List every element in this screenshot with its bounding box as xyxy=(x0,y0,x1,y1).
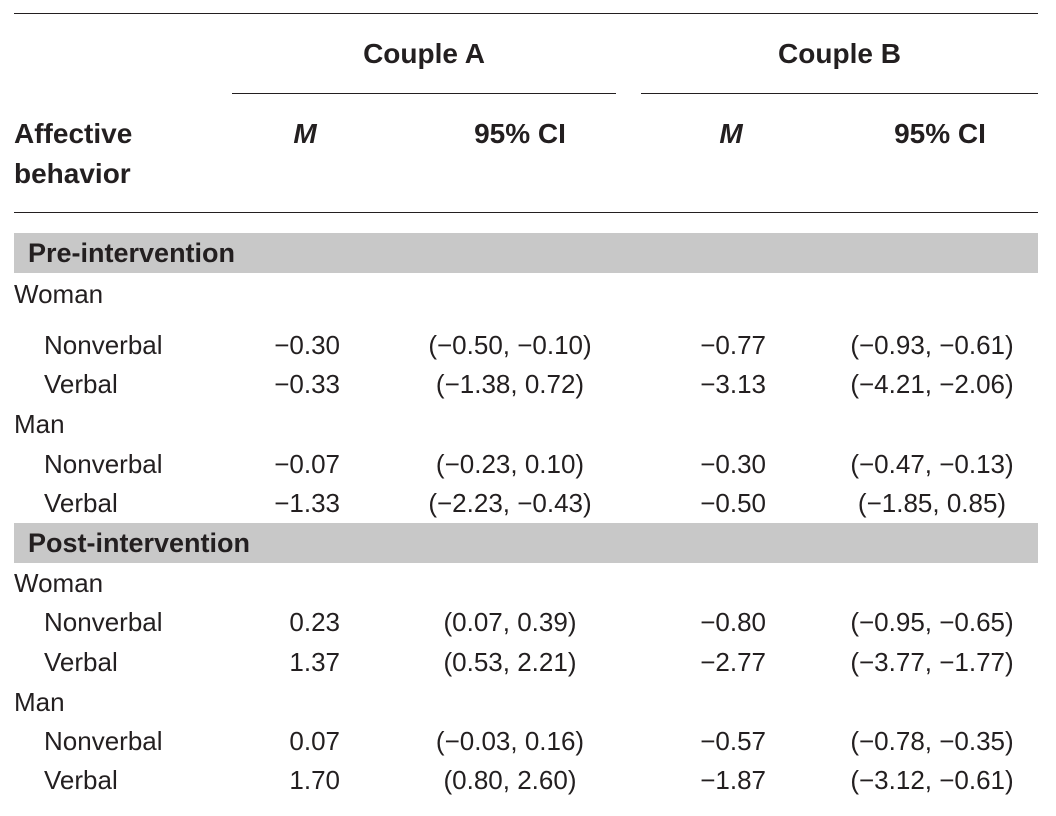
row-label: Nonverbal xyxy=(44,330,163,360)
couple-a-ci-value: (0.80, 2.60) xyxy=(443,765,577,795)
couple-a-ci-value: (−0.23, 0.10) xyxy=(435,449,585,479)
couple-a-m-value: 1.70 xyxy=(289,765,340,795)
couple-a-m-value: 0.07 xyxy=(289,726,340,756)
row-label: Nonverbal xyxy=(44,449,163,479)
couple-b-ci-value: (−4.21, −2.06) xyxy=(850,369,1014,399)
couple-a-m-value: −0.30 xyxy=(274,330,340,360)
couple-b-ci-value: (−0.78, −0.35) xyxy=(850,726,1014,756)
couple-b-m-value: −1.87 xyxy=(700,765,766,795)
couple-a-ci-value: (−0.03, 0.16) xyxy=(435,726,585,756)
row-label: Verbal xyxy=(44,369,118,399)
header-bottom-rule xyxy=(14,212,1038,213)
couple-b-m-value: −0.57 xyxy=(700,726,766,756)
row-header-line1: Affective xyxy=(14,118,133,149)
couple-a-ci-header: 95% CI xyxy=(474,118,566,149)
group-label: Woman xyxy=(14,568,104,598)
group-label: Man xyxy=(14,409,65,439)
couple-a-ci-value: (0.53, 2.21) xyxy=(443,647,577,677)
couple-a-m-value: −0.33 xyxy=(274,369,340,399)
couple-a-m-value: −1.33 xyxy=(274,488,340,518)
couple-a-m-value: 1.37 xyxy=(289,647,340,677)
couple-a-header: Couple A xyxy=(363,38,485,69)
couple-b-m-value: −0.77 xyxy=(700,330,766,360)
couple-b-m-value: −0.50 xyxy=(700,488,766,518)
row-label: Verbal xyxy=(44,488,118,518)
group-label: Man xyxy=(14,687,65,717)
couple-b-m-value: −0.30 xyxy=(700,449,766,479)
couple-b-header: Couple B xyxy=(778,38,901,69)
couple-b-ci-value: (−0.93, −0.61) xyxy=(850,330,1014,360)
row-label: Verbal xyxy=(44,765,118,795)
couple-a-ci-value: (−2.23, −0.43) xyxy=(428,488,592,518)
couple-b-ci-value: (−3.77, −1.77) xyxy=(850,647,1014,677)
section-bar-post xyxy=(14,523,1038,563)
couple-b-ci-header: 95% CI xyxy=(894,118,986,149)
couple-b-ci-value: (−3.12, −0.61) xyxy=(850,765,1014,795)
row-label: Nonverbal xyxy=(44,726,163,756)
couple-a-m-value: −0.07 xyxy=(274,449,340,479)
row-label: Verbal xyxy=(44,647,118,677)
couple-b-m-value: −0.80 xyxy=(700,607,766,637)
couple-b-ci-value: (−0.95, −0.65) xyxy=(850,607,1014,637)
couple-a-ci-value: (−0.50, −0.10) xyxy=(428,330,592,360)
row-label: Nonverbal xyxy=(44,607,163,637)
top-rule xyxy=(14,13,1038,14)
couple-b-m-value: −3.13 xyxy=(700,369,766,399)
couple-b-underline xyxy=(641,93,1038,94)
section-bar-pre xyxy=(14,233,1038,273)
couple-a-m-header: M xyxy=(293,118,317,149)
couple-b-ci-value: (−0.47, −0.13) xyxy=(850,449,1014,479)
couple-a-ci-value: (0.07, 0.39) xyxy=(443,607,577,637)
couple-b-m-value: −2.77 xyxy=(700,647,766,677)
section-label-pre: Pre-intervention xyxy=(28,238,236,268)
row-header-line2: behavior xyxy=(14,158,131,189)
couple-a-underline xyxy=(232,93,616,94)
couple-a-m-value: 0.23 xyxy=(289,607,340,637)
couple-b-m-header: M xyxy=(719,118,743,149)
group-label: Woman xyxy=(14,279,104,309)
couple-b-ci-value: (−1.85, 0.85) xyxy=(857,488,1007,518)
section-label-post: Post-intervention xyxy=(28,528,251,558)
couple-a-ci-value: (−1.38, 0.72) xyxy=(435,369,585,399)
